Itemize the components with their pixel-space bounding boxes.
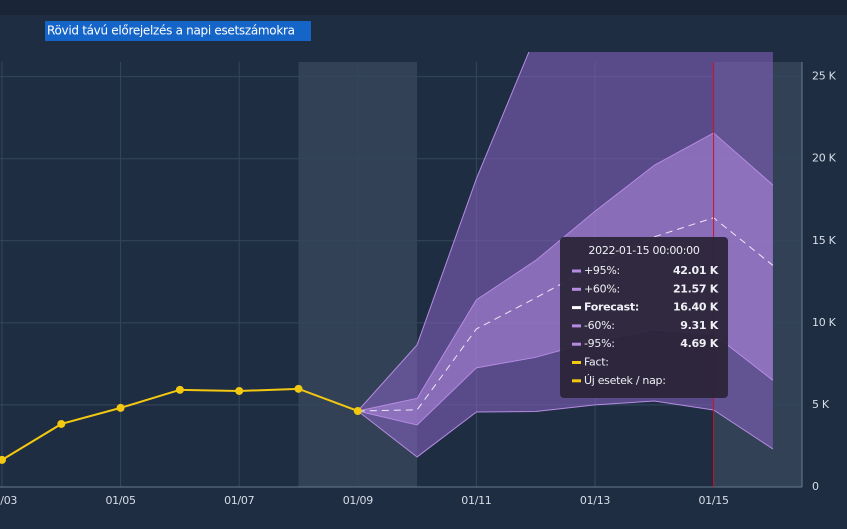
y-tick-label: 0: [812, 480, 819, 493]
tooltip-value: 21.57 K: [673, 282, 719, 295]
top-bar: [0, 0, 847, 15]
fact-point: [294, 384, 303, 393]
fact-point: [116, 403, 125, 412]
tooltip-value: 42.01 K: [673, 264, 719, 277]
y-tick-label: 5 K: [812, 398, 830, 411]
tooltip-title: 2022-01-15 00:00:00: [588, 244, 699, 257]
y-tick-label: 20 K: [812, 152, 837, 165]
x-tick-label: 01/03: [0, 494, 17, 507]
x-tick-label: 01/07: [224, 494, 255, 507]
fact-point: [235, 386, 244, 395]
y-tick-label: 15 K: [812, 234, 837, 247]
chart-title: Rövid távú előrejelzés a napi esetszámok…: [47, 24, 295, 38]
tooltip-name: Fact:: [584, 356, 609, 369]
tooltip-name: Forecast:: [584, 301, 639, 314]
tooltip-value: 9.31 K: [680, 319, 718, 332]
forecast-line: [357, 217, 774, 412]
x-tick-label: 01/15: [698, 494, 729, 507]
tooltip-value: 16.40 K: [673, 301, 719, 314]
tooltip-name: -95%:: [584, 337, 615, 350]
tooltip-name: +60%:: [584, 282, 620, 295]
x-tick-label: 01/11: [461, 494, 491, 507]
y-tick-label: 10 K: [812, 316, 837, 329]
fact-point: [57, 419, 66, 428]
x-tick-label: 01/13: [580, 494, 611, 507]
tooltip-box: [560, 237, 728, 398]
band-edge: [357, 52, 530, 412]
band-edge: [357, 400, 774, 458]
fact-point: [175, 385, 184, 394]
tooltip-name: +95%:: [584, 264, 620, 277]
tooltip-value: 4.69 K: [680, 337, 718, 350]
y-tick-label: 25 K: [812, 70, 837, 83]
band-edge: [357, 132, 774, 412]
title-highlight: [45, 21, 311, 41]
x-tick-label: 01/09: [343, 494, 374, 507]
tooltip-name: Új esetek / nap:: [584, 374, 666, 387]
tooltip-name: -60%:: [584, 319, 615, 332]
fact-point: [353, 406, 362, 415]
x-tick-label: 01/05: [105, 494, 136, 507]
fact-point: [0, 455, 6, 464]
